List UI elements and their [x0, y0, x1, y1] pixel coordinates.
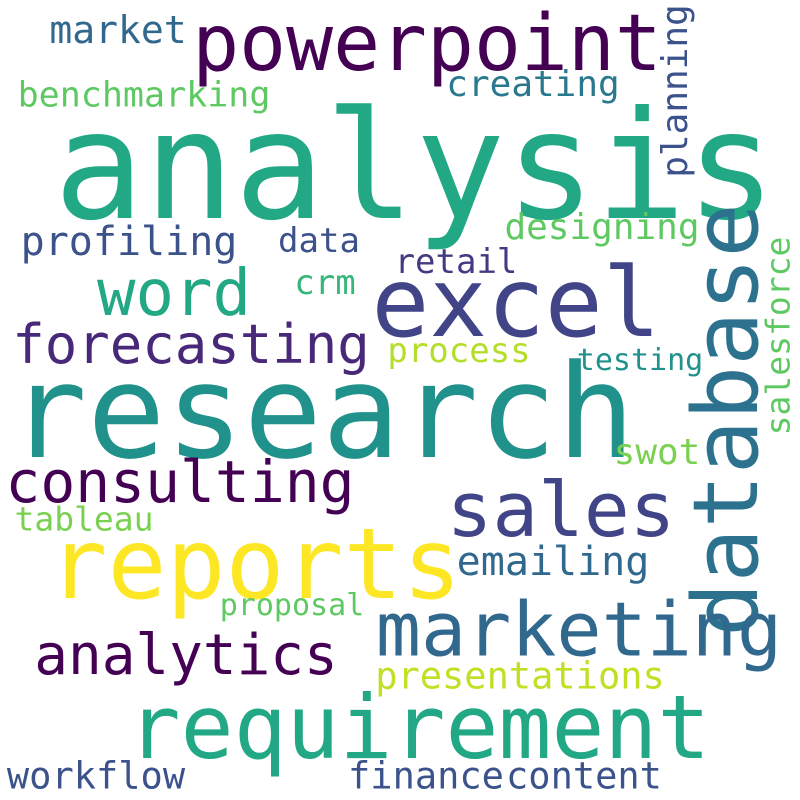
word-powerpoint: powerpoint: [192, 0, 662, 89]
word-reports: reports: [48, 508, 462, 622]
word-presentations: presentations: [375, 654, 665, 698]
word-analysis: analysis: [53, 80, 777, 254]
word-salesforce: salesforce: [758, 236, 798, 436]
word-content: content: [506, 754, 662, 798]
word-proposal: proposal: [219, 588, 365, 623]
word-market: market: [49, 8, 187, 52]
word-analytics: analytics: [34, 623, 338, 688]
word-requirement: requirement: [127, 676, 711, 779]
word-excel: excel: [371, 247, 661, 359]
word-profiling: profiling: [20, 219, 238, 265]
word-benchmarking: benchmarking: [17, 75, 271, 116]
word-retail: retail: [394, 242, 518, 282]
word-consulting: consulting: [5, 448, 355, 516]
word-research: research: [8, 336, 636, 488]
word-process: process: [387, 331, 531, 371]
word-finance: finance: [348, 754, 504, 798]
word-marketing: marketing: [375, 585, 783, 674]
word-sales: sales: [446, 465, 676, 554]
word-planning: planning: [655, 4, 696, 178]
word-swot: swot: [613, 432, 701, 473]
word-creating: creating: [446, 64, 620, 105]
word-data: data: [278, 221, 360, 261]
word-word: word: [96, 257, 252, 331]
word-forecasting: forecasting: [12, 313, 370, 376]
word-emailing: emailing: [456, 539, 650, 585]
word-crm: crm: [294, 263, 356, 303]
word-workflow: workflow: [6, 754, 186, 798]
word-designing: designing: [504, 207, 700, 248]
word-testing: testing: [576, 343, 704, 378]
word-tableau: tableau: [14, 499, 154, 539]
